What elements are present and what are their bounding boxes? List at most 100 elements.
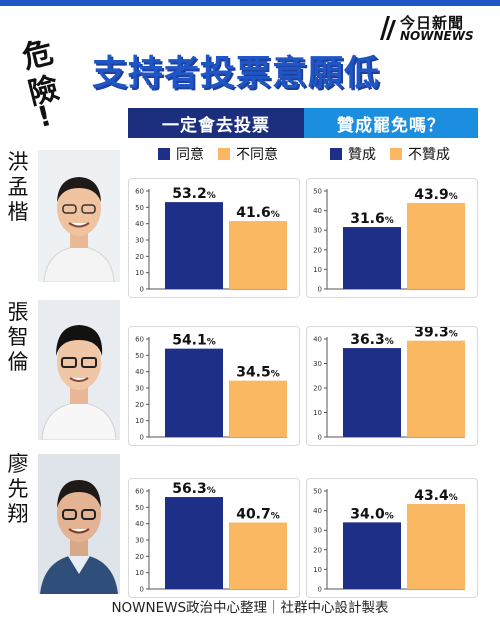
page-title-text: 支持者投票意願低 xyxy=(92,54,381,94)
y-tick-label: 30 xyxy=(135,237,144,245)
chart-panel: 0 10 20 30 40 50 60 54.1% 34.5% xyxy=(128,326,300,446)
legend-swatch-orange xyxy=(390,148,402,160)
y-tick-label: 50 xyxy=(135,204,144,212)
chart-panel: 0 10 20 30 40 50 31.6% 43.9% xyxy=(306,178,478,298)
bar-不贊成 xyxy=(407,503,465,589)
person-name-char: 翔 xyxy=(7,502,29,526)
y-tick-label: 0 xyxy=(318,434,322,442)
portrait-illustration xyxy=(38,454,120,594)
data-label: 34.0% xyxy=(350,506,394,522)
y-tick-label: 0 xyxy=(140,286,144,294)
y-tick-label: 20 xyxy=(135,553,144,561)
data-label: 39.3% xyxy=(414,327,458,341)
y-tick-label: 30 xyxy=(135,385,144,393)
y-tick-label: 10 xyxy=(313,409,322,417)
legend-recall-disagree: 不贊成 xyxy=(408,147,450,163)
y-tick-label: 0 xyxy=(140,586,144,594)
data-label: 40.7% xyxy=(236,507,280,523)
portrait-illustration xyxy=(38,300,120,440)
footer-credit: NOWNEWS政治中心整理｜社群中心設計製表 xyxy=(111,600,389,616)
y-tick-label: 10 xyxy=(135,417,144,425)
y-tick-label: 50 xyxy=(135,504,144,512)
data-label: 36.3% xyxy=(350,332,394,348)
y-tick-label: 40 xyxy=(135,220,144,228)
data-label: 53.2% xyxy=(172,186,216,202)
y-tick-label: 30 xyxy=(313,227,322,235)
y-tick-label: 40 xyxy=(313,207,322,215)
chart-vote-3: 0 10 20 30 40 50 60 56.3% 40.7% xyxy=(135,481,287,594)
y-tick-label: 20 xyxy=(313,546,322,554)
bar-不同意 xyxy=(229,380,287,437)
bar-同意 xyxy=(165,202,223,289)
data-label: 56.3% xyxy=(172,481,216,497)
person-name-char: 智 xyxy=(7,325,29,349)
person-name-char: 洪 xyxy=(7,150,29,174)
y-tick-label: 10 xyxy=(135,269,144,277)
legend-recall: 贊成 不贊成 xyxy=(330,144,450,164)
chart-panel: 0 10 20 30 40 50 60 56.3% 40.7% xyxy=(128,478,300,598)
data-label: 43.4% xyxy=(414,488,458,504)
y-tick-label: 40 xyxy=(313,336,322,344)
y-tick-label: 0 xyxy=(318,286,322,294)
legend-swatch-navy xyxy=(158,148,170,160)
portrait-illustration xyxy=(38,150,120,282)
y-tick-label: 20 xyxy=(135,401,144,409)
person-photo-1 xyxy=(38,150,120,282)
header-vote: 一定會去投票 xyxy=(128,108,304,138)
y-tick-label: 10 xyxy=(313,266,322,274)
person-name-3: 廖 先 翔 xyxy=(6,452,30,527)
person-name-char: 孟 xyxy=(7,175,29,199)
bar-不贊成 xyxy=(407,340,465,437)
y-tick-label: 40 xyxy=(313,507,322,515)
header-recall: 贊成罷免嗎？ xyxy=(304,108,478,138)
y-tick-label: 50 xyxy=(313,488,322,496)
legend-swatch-orange xyxy=(218,148,230,160)
y-tick-label: 60 xyxy=(135,188,144,196)
y-tick-label: 30 xyxy=(135,537,144,545)
y-tick-label: 30 xyxy=(313,527,322,535)
person-photo-3 xyxy=(38,454,120,594)
y-tick-label: 10 xyxy=(135,569,144,577)
bar-贊成 xyxy=(343,227,401,289)
person-name-char: 倫 xyxy=(7,350,29,374)
chart-panel: 0 10 20 30 40 50 60 53.2% 41.6% xyxy=(128,178,300,298)
person-name-char: 楷 xyxy=(7,200,29,224)
chart-vote-2: 0 10 20 30 40 50 60 54.1% 34.5% xyxy=(135,333,287,442)
bar-不同意 xyxy=(229,522,287,589)
bar-同意 xyxy=(165,348,223,437)
person-photo-2 xyxy=(38,300,120,440)
chart-vote-1: 0 10 20 30 40 50 60 53.2% 41.6% xyxy=(135,186,287,294)
person-name-1: 洪 孟 楷 xyxy=(6,150,30,225)
data-label: 31.6% xyxy=(350,211,394,227)
y-tick-label: 50 xyxy=(313,188,322,196)
y-tick-label: 20 xyxy=(135,253,144,261)
y-tick-label: 0 xyxy=(140,434,144,442)
y-tick-label: 50 xyxy=(135,352,144,360)
person-name-char: 先 xyxy=(7,477,29,501)
y-tick-label: 30 xyxy=(313,360,322,368)
y-tick-label: 20 xyxy=(313,246,322,254)
chart-panel: 0 10 20 30 40 50 34.0% 43.4% xyxy=(306,478,478,598)
legend-swatch-navy xyxy=(330,148,342,160)
person-name-char: 張 xyxy=(7,300,29,324)
data-label: 41.6% xyxy=(236,205,280,221)
brand-logo-english: NOWNEWS xyxy=(400,29,474,43)
legend-vote-disagree: 不同意 xyxy=(236,147,278,163)
top-accent-bar xyxy=(0,0,500,6)
bar-不贊成 xyxy=(407,202,465,289)
y-tick-label: 20 xyxy=(313,385,322,393)
bar-同意 xyxy=(165,497,223,589)
brand-logo: 今日新聞 NOWNEWS xyxy=(378,12,488,46)
person-name-char: 廖 xyxy=(7,452,29,476)
brand-logo-chinese: 今日新聞 xyxy=(400,14,465,32)
legend-vote: 同意 不同意 xyxy=(158,144,278,164)
bar-贊成 xyxy=(343,348,401,437)
data-label: 54.1% xyxy=(172,333,216,349)
data-label: 43.9% xyxy=(414,187,458,203)
legend-recall-agree: 贊成 xyxy=(348,147,376,163)
y-tick-label: 40 xyxy=(135,368,144,376)
person-name-2: 張 智 倫 xyxy=(6,300,30,375)
data-label: 34.5% xyxy=(236,365,280,381)
chart-recall-3: 0 10 20 30 40 50 34.0% 43.4% xyxy=(313,488,465,594)
y-tick-label: 40 xyxy=(135,520,144,528)
